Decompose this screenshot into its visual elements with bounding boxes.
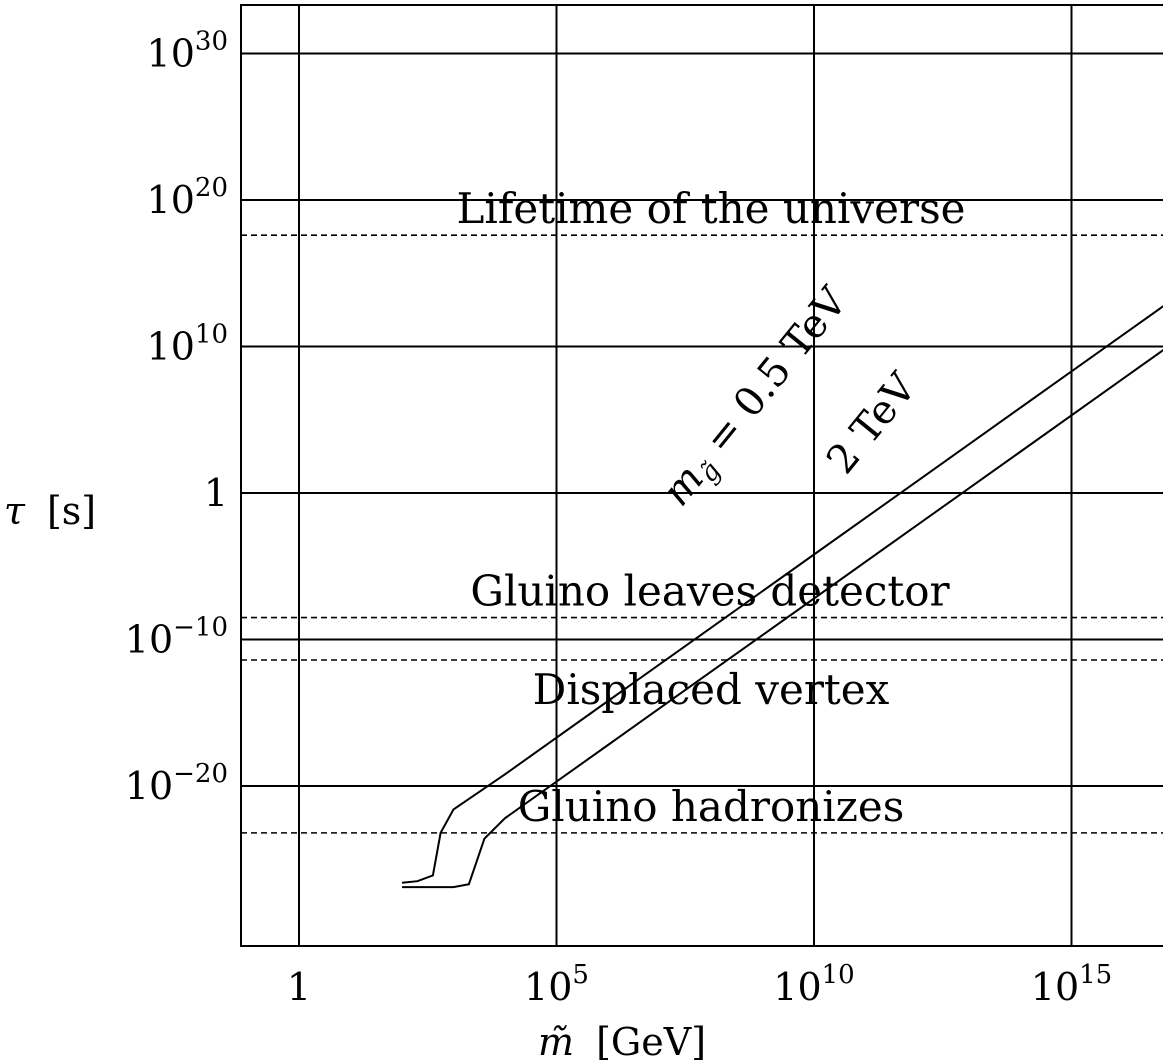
grid-lines [241, 5, 1163, 946]
y-tick-label: 1020 [147, 173, 228, 222]
axis-labels: m̃ [GeV] τ [s] [4, 489, 706, 1063]
plot-border [240, 4, 1163, 947]
x-tick-label: 1 [287, 965, 311, 1009]
reference-label: Displaced vertex [533, 665, 890, 714]
reference-label: Gluino hadronizes [518, 782, 905, 831]
x-tick-label: 105 [524, 960, 589, 1009]
y-tick-label: 1 [204, 471, 228, 515]
y-tick-label: 10−20 [125, 759, 228, 808]
curve-label-0.5TeV: mg̃ = 0.5 TeV [653, 278, 861, 518]
y-tick-label: 1010 [147, 320, 228, 369]
y-tick-label: 1030 [147, 27, 228, 76]
reference-label: Lifetime of the universe [457, 184, 966, 233]
y-tick-label: 10−10 [125, 613, 228, 662]
x-tick-label: 1010 [773, 960, 854, 1009]
lifetime-curve [401, 305, 1163, 884]
reference-label: Gluino leaves detector [470, 567, 950, 616]
x-axis-label: m̃ [GeV] [538, 1020, 706, 1063]
plot-frame [240, 4, 1163, 947]
reference-lines: Lifetime of the universe Gluino leaves de… [241, 184, 1163, 834]
tick-labels: 1 105 1010 1015 1030 1020 1010 1 10−10 10−20 [125, 27, 1112, 1010]
curve-label-2TeV: 2 TeV [818, 364, 926, 483]
lifetime-curve [402, 349, 1163, 889]
x-tick-label: 1015 [1031, 960, 1112, 1009]
y-axis-label: τ [s] [4, 489, 96, 533]
